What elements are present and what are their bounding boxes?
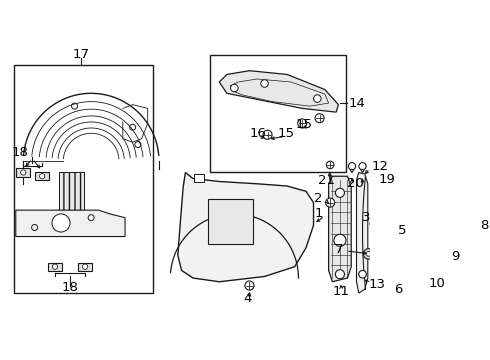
Polygon shape xyxy=(178,172,314,282)
Text: 15: 15 xyxy=(277,127,294,140)
Circle shape xyxy=(396,274,405,283)
Bar xyxy=(78,262,92,271)
Bar xyxy=(210,55,346,172)
Bar xyxy=(17,168,30,176)
Polygon shape xyxy=(208,199,253,244)
Circle shape xyxy=(476,231,487,242)
Polygon shape xyxy=(16,210,125,237)
Circle shape xyxy=(325,198,335,207)
Polygon shape xyxy=(220,71,339,112)
Text: 6: 6 xyxy=(394,283,402,296)
Polygon shape xyxy=(194,174,204,182)
Circle shape xyxy=(390,239,396,245)
Circle shape xyxy=(359,270,367,278)
Circle shape xyxy=(363,249,374,259)
Circle shape xyxy=(370,219,379,228)
Text: 20: 20 xyxy=(347,177,364,190)
Polygon shape xyxy=(361,170,365,172)
Circle shape xyxy=(334,234,346,246)
Bar xyxy=(14,66,153,293)
Circle shape xyxy=(263,130,272,139)
Circle shape xyxy=(326,161,334,169)
Text: 15: 15 xyxy=(296,118,313,131)
Circle shape xyxy=(298,119,307,128)
Text: 14: 14 xyxy=(348,96,365,109)
Text: 18: 18 xyxy=(11,145,28,159)
Text: 1: 1 xyxy=(314,207,322,220)
Text: 4: 4 xyxy=(244,292,252,305)
Circle shape xyxy=(409,243,415,249)
Text: 13: 13 xyxy=(368,278,386,291)
Text: 8: 8 xyxy=(480,219,488,232)
Circle shape xyxy=(359,163,366,170)
Circle shape xyxy=(82,264,88,269)
Circle shape xyxy=(261,80,269,87)
Text: 21: 21 xyxy=(318,174,335,186)
Circle shape xyxy=(449,284,460,294)
Text: 16: 16 xyxy=(249,127,266,140)
Circle shape xyxy=(335,188,344,197)
Text: 19: 19 xyxy=(378,173,395,186)
Circle shape xyxy=(52,264,58,269)
Circle shape xyxy=(372,222,377,226)
Text: 10: 10 xyxy=(429,277,445,290)
Circle shape xyxy=(335,270,344,279)
Circle shape xyxy=(479,234,484,239)
Text: 2: 2 xyxy=(314,192,322,204)
Bar xyxy=(48,262,62,271)
Circle shape xyxy=(366,252,371,256)
Circle shape xyxy=(40,174,45,179)
Polygon shape xyxy=(350,170,354,172)
Polygon shape xyxy=(385,239,438,257)
Text: 17: 17 xyxy=(73,48,90,61)
Text: 7: 7 xyxy=(335,243,343,256)
Circle shape xyxy=(21,170,26,175)
Text: 3: 3 xyxy=(362,211,370,224)
Polygon shape xyxy=(464,258,473,268)
Bar xyxy=(35,172,49,180)
Bar xyxy=(59,172,84,210)
Text: 9: 9 xyxy=(451,251,460,264)
Polygon shape xyxy=(329,176,351,282)
Circle shape xyxy=(423,243,430,249)
Circle shape xyxy=(231,84,238,92)
Text: 5: 5 xyxy=(397,224,406,237)
Text: 12: 12 xyxy=(371,160,389,173)
Circle shape xyxy=(348,163,356,170)
Polygon shape xyxy=(357,172,368,293)
Circle shape xyxy=(245,281,254,290)
Circle shape xyxy=(315,114,324,123)
Circle shape xyxy=(381,161,389,169)
Circle shape xyxy=(314,95,321,102)
Circle shape xyxy=(52,214,70,232)
Text: 11: 11 xyxy=(333,285,350,298)
Text: 18: 18 xyxy=(62,280,78,293)
